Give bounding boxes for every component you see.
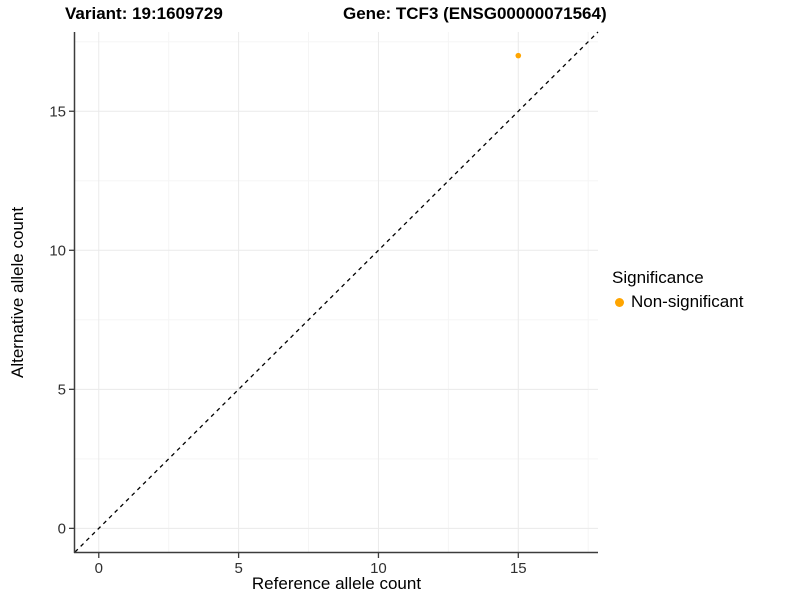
y-tick-label: 15 [49,103,66,120]
x-tick-label: 10 [370,560,387,577]
y-tick-label: 10 [49,242,66,259]
y-tick-label: 5 [58,381,66,398]
y-axis-title: Alternative allele count [8,206,27,378]
identity-line [74,31,599,553]
variant-title: Variant: 19:1609729 [65,4,223,23]
legend-entry-label: Non-significant [631,292,744,311]
gene-title: Gene: TCF3 (ENSG00000071564) [343,4,607,23]
x-tick-label: 0 [95,560,103,577]
data-point [515,52,522,59]
x-tick-label: 15 [510,560,527,577]
legend-entry: Non-significant [612,292,743,312]
x-tick-label: 5 [234,560,242,577]
y-tick-label: 0 [58,520,66,537]
legend-point-icon [615,297,624,307]
x-axis-title: Reference allele count [251,574,422,593]
legend: Significance Non-significant [612,268,743,312]
legend-title: Significance [612,268,704,287]
legend-entries: Non-significant [612,292,743,312]
